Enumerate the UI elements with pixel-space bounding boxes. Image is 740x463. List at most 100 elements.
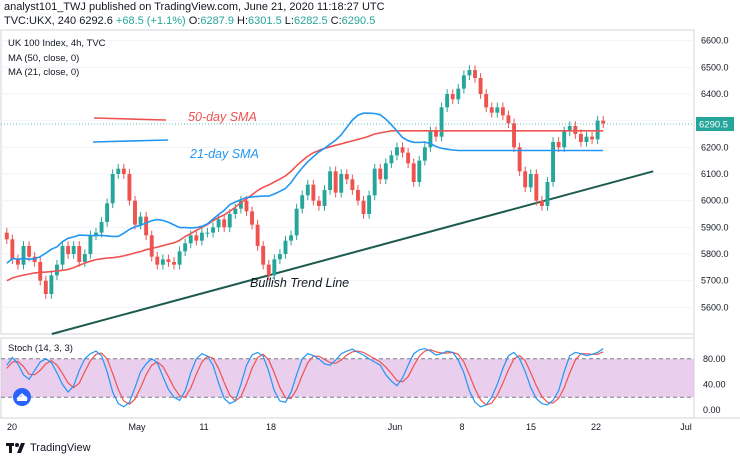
candle-body — [289, 235, 294, 241]
candle-body — [517, 147, 522, 172]
candle-body — [138, 216, 143, 225]
time-tick-label: 22 — [591, 422, 601, 432]
candle-body — [216, 219, 221, 228]
candle-body — [82, 254, 87, 262]
candle-body — [300, 195, 305, 209]
candle-body — [183, 243, 188, 252]
candle-body — [66, 246, 71, 254]
cloud-icon — [17, 395, 28, 401]
candle-body — [551, 142, 555, 182]
candle-body — [149, 235, 154, 257]
sma50-annotation: 50-day SMA — [188, 110, 257, 124]
candle-body — [467, 70, 472, 76]
candle-body — [523, 171, 528, 188]
candle-body — [188, 235, 193, 244]
open-value: 6287.9 — [200, 15, 234, 27]
candle-body — [110, 174, 115, 204]
legend-stoch: Stoch (14, 3, 3) — [8, 343, 73, 354]
time-tick-label: 20 — [7, 422, 17, 432]
candle-body — [389, 155, 394, 164]
candle-body — [4, 232, 9, 240]
last-price: 6292.6 — [79, 15, 113, 27]
candle-body — [177, 251, 182, 265]
candle-body — [222, 219, 227, 228]
candle-body — [277, 254, 282, 260]
candle-body — [450, 94, 455, 100]
time-tick-label: 11 — [199, 422, 208, 432]
candle-body — [88, 235, 93, 254]
candle-body — [250, 211, 254, 225]
tradingview-logo-icon — [6, 443, 25, 453]
candle-body — [211, 227, 215, 233]
stoch-tick-label: 80.00 — [703, 354, 726, 364]
price-tick-label: 5900.0 — [701, 222, 729, 232]
price-tick-label: 6400.0 — [701, 89, 729, 99]
low-value: 6282.5 — [293, 15, 328, 27]
candle-body — [350, 179, 355, 190]
candle-body — [478, 78, 483, 94]
candle-body — [411, 163, 416, 182]
candle-body — [378, 168, 383, 180]
candle-body — [484, 94, 489, 108]
candle-body — [43, 280, 48, 294]
price-change: +68.5 (+1.1%) — [115, 15, 186, 27]
candle-body — [461, 75, 466, 89]
candle-body — [333, 171, 338, 193]
symbol: TVC:UKX, 240 — [4, 15, 77, 27]
candle-body — [322, 190, 327, 206]
publish-info: analyst101_TWJ published on TradingView.… — [4, 1, 385, 13]
candle-body — [311, 184, 316, 201]
candle-body — [512, 123, 516, 148]
legend-title: UK 100 Index, 4h, TVC — [8, 38, 106, 49]
candle-body — [233, 208, 238, 214]
candle-body — [116, 168, 121, 174]
candle-body — [316, 200, 321, 206]
candle-body — [27, 246, 32, 257]
candle-body — [266, 264, 271, 276]
price-tick-label: 5600.0 — [701, 302, 729, 312]
candle-body — [272, 259, 277, 276]
time-tick-label: 8 — [459, 422, 464, 432]
candle-body — [227, 214, 232, 228]
stoch-d-line — [6, 349, 604, 406]
trend-line-annotation: Bullish Trend Line — [250, 276, 349, 290]
sma21-annotation: 21-day SMA — [189, 147, 259, 161]
candle-body — [305, 184, 310, 196]
time-tick-label: Jul — [680, 422, 692, 432]
legend-ma50: MA (50, close, 0) — [8, 53, 79, 64]
candle-body — [172, 262, 176, 265]
last-price-label-bg — [696, 117, 734, 131]
price-tick-label: 6500.0 — [701, 62, 729, 72]
bullish-trend-line — [51, 170, 654, 335]
candle-body — [144, 216, 149, 236]
time-tick-label: Jun — [388, 422, 403, 432]
publish-text: published on TradingView.com, June 21, 2… — [89, 1, 385, 13]
candle-body — [539, 200, 544, 206]
candle-body — [556, 142, 561, 148]
candle-body — [400, 147, 405, 153]
candle-body — [562, 131, 567, 148]
candle-body — [361, 200, 366, 214]
candle-body — [445, 94, 450, 108]
candle-body — [155, 256, 160, 265]
candle-body — [545, 182, 550, 206]
candle-body — [160, 259, 165, 265]
ma21-line — [6, 112, 604, 264]
price-tick-label: 6200.0 — [701, 142, 729, 152]
candle-body — [372, 168, 377, 196]
candle-body — [205, 232, 210, 234]
ohlc-header: TVC:UKX, 240 6292.6 +68.5 (+1.1%) O:6287… — [4, 15, 375, 27]
candle-body — [166, 259, 171, 262]
candle-body — [406, 152, 411, 164]
candle-body — [255, 224, 260, 246]
candle-body — [428, 131, 433, 148]
stoch-band — [1, 358, 694, 398]
candle-body — [456, 88, 461, 100]
last-price-label: 6290.5 — [699, 120, 728, 131]
candle-body — [71, 246, 76, 254]
candle-body — [283, 240, 288, 254]
price-tick-label: 5700.0 — [701, 276, 729, 286]
candle-body — [127, 174, 132, 201]
footer: TradingView — [6, 441, 91, 455]
